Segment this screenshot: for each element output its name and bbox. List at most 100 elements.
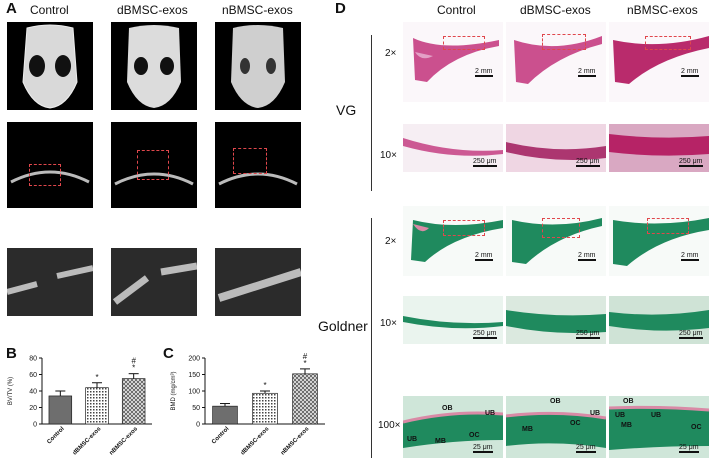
mag-g-2x: 2× xyxy=(385,236,397,247)
sb-g10x-nbmsc: 250 μm xyxy=(679,330,703,339)
d-col-dbmsc: dBMSC-exos xyxy=(520,3,591,17)
sb-vg10x-dbmsc: 250 μm xyxy=(576,158,600,167)
y-axis-label: BV/TV (%) xyxy=(8,377,14,405)
x-tick-label-1: dBMSC-exos xyxy=(72,426,103,457)
mag-g-100x: 100× xyxy=(378,420,401,431)
vg-2x-control: 2 mm xyxy=(403,22,503,102)
vg-bracket xyxy=(371,35,372,191)
y-tick-label-2: 100 xyxy=(188,389,200,396)
ann-ob-control: OB xyxy=(442,405,453,412)
sb-g100x-control: 25 μm xyxy=(473,444,493,453)
ct-zoom-control xyxy=(7,248,93,316)
ann-mb-nbmsc: MB xyxy=(621,422,632,429)
x-tick-label-1: dBMSC-exos xyxy=(240,426,271,457)
vg-10x-nbmsc: 250 μm xyxy=(609,124,709,172)
y-tick-label-0: 0 xyxy=(33,422,37,429)
sb-g2x-control: 2 mm xyxy=(475,252,493,261)
y-tick-label-4: 80 xyxy=(29,356,37,363)
panel-label-b: B xyxy=(6,345,17,362)
y-tick-label-3: 60 xyxy=(29,372,37,379)
a-col-control: Control xyxy=(30,3,69,17)
y-tick-label-4: 200 xyxy=(188,356,200,363)
skull-3d-control xyxy=(7,22,93,110)
goldner-10x-control: 250 μm xyxy=(403,296,503,344)
chart-bmd: 0 50 100 150 200 BMD (mg/cm³) Control * dBMSC-ex… xyxy=(171,352,325,457)
sb-g2x-nbmsc: 2 mm xyxy=(681,252,699,261)
ann-oc-dbmsc: OC xyxy=(570,420,581,427)
ann-ub2-control: UB xyxy=(407,436,418,443)
sig-mark-2-1: * xyxy=(132,364,135,373)
mag-g-10x: 10× xyxy=(380,318,397,329)
d-col-nbmsc: nBMSC-exos xyxy=(627,3,698,17)
panel-label-a: A xyxy=(6,0,17,17)
ann-ub-nbmsc: UB xyxy=(651,412,662,419)
panel-label-d: D xyxy=(335,0,346,17)
x-tick-label-0: Control xyxy=(46,426,66,446)
y-tick-label-3: 150 xyxy=(188,372,200,379)
goldner-10x-nbmsc: 250 μm xyxy=(609,296,709,344)
mag-vg-2x: 2× xyxy=(385,48,397,59)
vg-2x-nbmsc: 2 mm xyxy=(609,22,709,102)
sb-vg2x-dbmsc: 2 mm xyxy=(578,68,596,77)
ct-slice-nbmsc xyxy=(215,122,301,208)
bar-2 xyxy=(121,378,146,425)
vg-2x-dbmsc: 2 mm xyxy=(506,22,606,102)
ann-ub-control: UB xyxy=(485,410,496,417)
ct-zoom-dbmsc xyxy=(111,248,197,316)
sb-g10x-control: 250 μm xyxy=(473,330,497,339)
mag-vg-10x: 10× xyxy=(380,150,397,161)
sb-vg10x-control: 250 μm xyxy=(473,158,497,167)
goldner-2x-control: 2 mm xyxy=(403,206,503,276)
ann-ob-dbmsc: OB xyxy=(550,398,561,405)
goldner-10x-dbmsc: 250 μm xyxy=(506,296,606,344)
sb-vg10x-nbmsc: 250 μm xyxy=(679,158,703,167)
sb-vg2x-nbmsc: 2 mm xyxy=(681,68,699,77)
ann-mb-dbmsc: MB xyxy=(522,426,533,433)
ann-ub2-nbmsc: UB xyxy=(615,412,626,419)
x-tick-label-0: Control xyxy=(211,426,231,446)
sb-g100x-nbmsc: 25 μm xyxy=(679,444,699,453)
bar-1 xyxy=(85,387,109,425)
ann-ub-dbmsc: UB xyxy=(590,410,601,417)
d-col-control: Control xyxy=(437,3,476,17)
goldner-2x-dbmsc: 2 mm xyxy=(506,206,606,276)
group-label-vg: VG xyxy=(336,102,357,118)
panel-label-c: C xyxy=(163,345,174,362)
a-col-dbmsc: dBMSC-exos xyxy=(117,3,188,17)
sb-g2x-dbmsc: 2 mm xyxy=(578,252,596,261)
sig-mark-1-0: * xyxy=(95,373,98,382)
bar-0 xyxy=(48,395,73,425)
sb-g100x-dbmsc: 25 μm xyxy=(576,444,596,453)
sb-vg2x-control: 2 mm xyxy=(475,68,493,77)
vg-10x-control: 250 μm xyxy=(403,124,503,172)
vg-10x-dbmsc: 250 μm xyxy=(506,124,606,172)
goldner-100x-control: OB OC UB UB MB 25 μm xyxy=(403,396,503,458)
x-tick-label-2: nBMSC-exos xyxy=(109,426,140,457)
goldner-100x-dbmsc: OB OC UB MB 25 μm xyxy=(506,396,606,458)
sig-mark-1-0: * xyxy=(263,381,266,390)
y-tick-label-1: 50 xyxy=(192,405,200,412)
sb-g10x-dbmsc: 250 μm xyxy=(576,330,600,339)
goldner-2x-nbmsc: 2 mm xyxy=(609,206,709,276)
y-tick-label-1: 20 xyxy=(29,405,37,412)
sig-mark-2-0: # xyxy=(303,352,308,361)
bar-0 xyxy=(212,405,238,425)
x-tick-label-2: nBMSC-exos xyxy=(280,426,311,457)
skull-3d-nbmsc xyxy=(215,22,301,110)
group-label-goldner: Goldner xyxy=(318,318,368,334)
y-tick-label-0: 0 xyxy=(196,422,200,429)
ann-ob-nbmsc: OB xyxy=(623,398,634,405)
ann-oc-nbmsc: OC xyxy=(691,424,702,431)
ct-slice-control xyxy=(7,122,93,208)
a-col-nbmsc: nBMSC-exos xyxy=(222,3,293,17)
goldner-100x-nbmsc: OB OC UB UB MB 25 μm xyxy=(609,396,709,458)
goldner-bracket xyxy=(371,218,372,458)
ann-oc-control: OC xyxy=(469,432,480,439)
y-tick-label-2: 40 xyxy=(29,389,37,396)
y-axis-label: BMD (mg/cm³) xyxy=(171,372,177,411)
ct-slice-dbmsc xyxy=(111,122,197,208)
skull-3d-dbmsc xyxy=(111,22,197,110)
bar-1 xyxy=(252,392,278,425)
bar-2 xyxy=(292,373,318,425)
